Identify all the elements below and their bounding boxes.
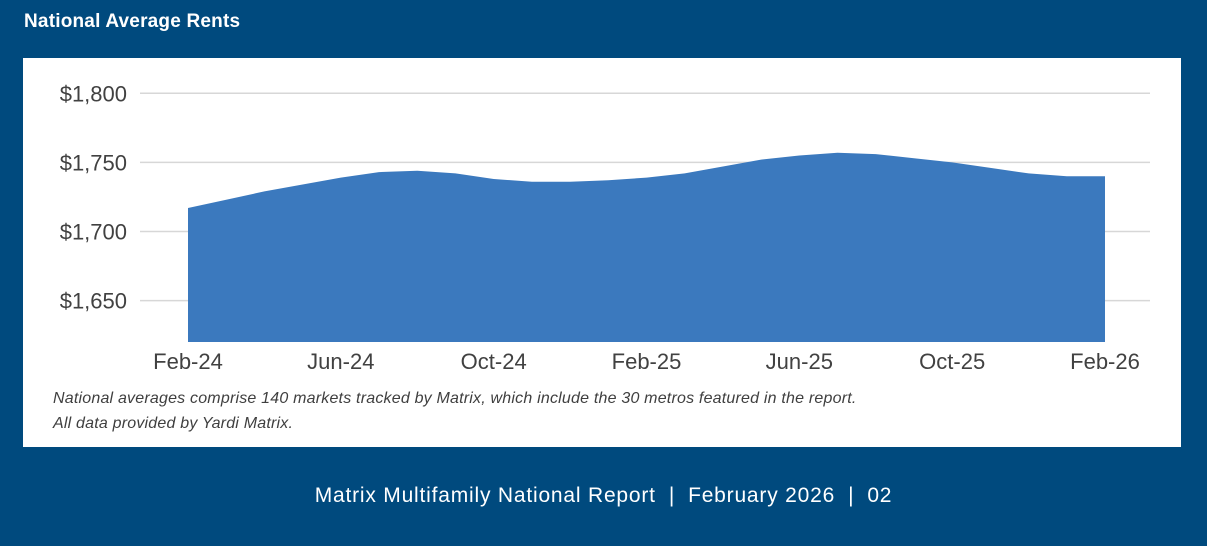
footer-separator: | — [848, 484, 855, 507]
x-axis-label: Oct-24 — [461, 349, 527, 374]
x-axis-label: Feb-24 — [153, 349, 223, 374]
page-footer: Matrix Multifamily National Report | Febru… — [0, 484, 1207, 508]
x-axis-label: Jun-25 — [766, 349, 833, 374]
footnote-line-1: National averages comprise 140 markets t… — [53, 390, 857, 407]
y-axis-label: $1,650 — [60, 289, 127, 314]
footer-page-number: 02 — [867, 484, 893, 507]
chart-footnote: National averages comprise 140 markets t… — [53, 386, 857, 436]
y-axis-label: $1,700 — [60, 220, 127, 245]
x-axis-label: Oct-25 — [919, 349, 985, 374]
x-axis-label: Feb-26 — [1070, 349, 1140, 374]
x-axis-label: Jun-24 — [307, 349, 374, 374]
chart-panel: $1,800 $1,750 $1,700 $1,650 Feb-24 Jun-24 Oct-… — [23, 58, 1181, 447]
footnote-line-2: All data provided by Yardi Matrix. — [53, 415, 294, 432]
x-axis-label: Feb-25 — [612, 349, 682, 374]
footer-separator: | — [668, 484, 676, 507]
rent-area-chart: $1,800 $1,750 $1,700 $1,650 Feb-24 Jun-24 Oct-… — [60, 81, 1150, 374]
rent-area-series — [188, 152, 1105, 342]
y-axis-label: $1,800 — [60, 81, 127, 106]
y-axis-label: $1,750 — [60, 150, 127, 175]
page-title: National Average Rents — [24, 11, 241, 32]
footer-date: February 2026 — [688, 484, 836, 507]
footer-report-title: Matrix Multifamily National Report — [314, 484, 656, 507]
